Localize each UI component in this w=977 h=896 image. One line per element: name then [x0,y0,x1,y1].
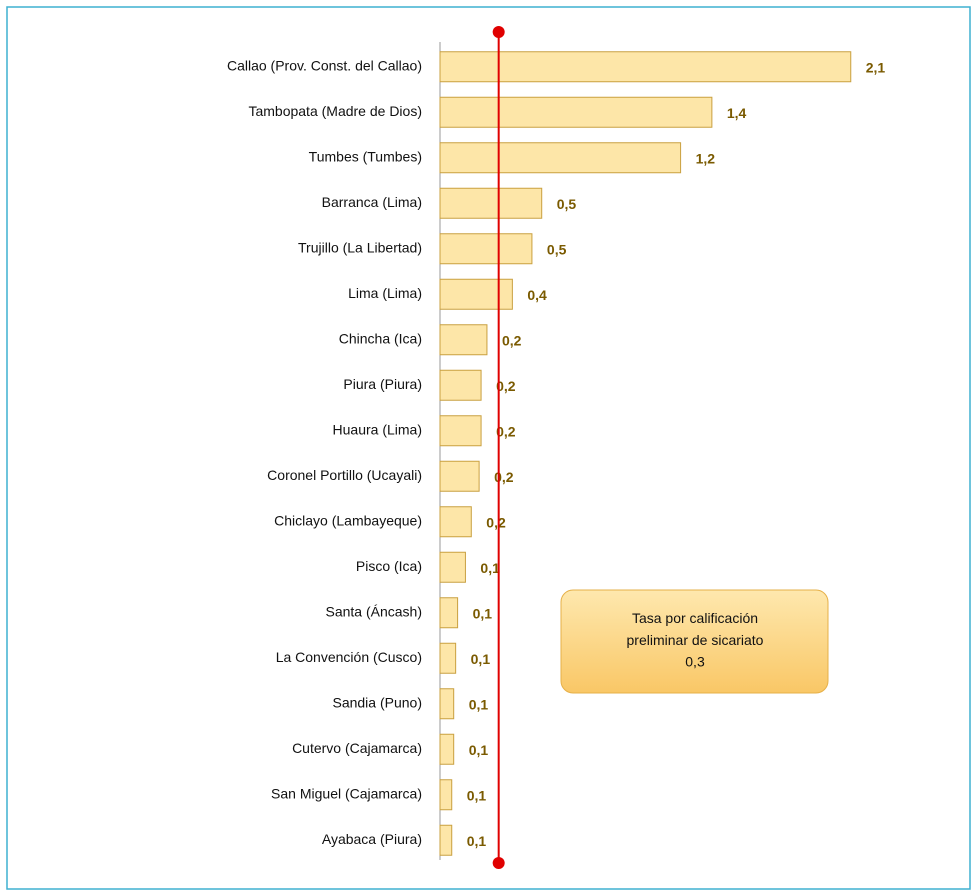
category-label: Lima (Lima) [348,285,422,301]
category-label: Huaura (Lima) [333,421,422,437]
bar [439,506,472,538]
value-label: 0,1 [471,651,491,667]
value-label: 0,2 [502,332,522,348]
bar [439,733,455,765]
value-label: 0,1 [480,560,500,576]
bar [439,415,482,447]
bar [439,551,466,583]
category-label: Chiclayo (Lambayeque) [274,512,422,528]
bar [439,324,488,356]
category-label: Trujillo (La Libertad) [298,239,422,255]
bar [439,233,533,265]
category-label: Callao (Prov. Const. del Callao) [227,57,422,73]
frame [6,6,971,890]
bar [439,779,453,811]
value-label: 2,1 [866,59,886,75]
category-label: La Convención (Cusco) [276,649,422,665]
value-label: 0,1 [467,787,487,803]
bar [439,824,453,856]
reference-dot [492,26,505,38]
value-label: 0,2 [496,423,516,439]
category-label: Sandia (Puno) [332,694,422,710]
value-label: 0,1 [473,605,493,621]
value-label: 0,1 [467,833,487,849]
annotation-box [560,589,829,694]
annotation-value: 0,3 [685,654,705,670]
category-label: Barranca (Lima) [322,194,422,210]
category-label: San Miguel (Cajamarca) [271,785,422,801]
reference-dot [492,857,505,869]
bar [439,369,482,401]
value-label: 0,5 [557,196,577,212]
category-label: Pisco (Ica) [356,558,422,574]
bar [439,597,459,629]
annotation-line: preliminar de sicariato [627,632,764,648]
value-label: 1,2 [696,150,716,166]
bar [439,278,513,310]
value-label: 0,2 [496,378,516,394]
category-label: Chincha (Ica) [339,330,422,346]
bar [439,460,480,492]
bar [439,142,682,174]
bar [439,187,543,219]
value-label: 1,4 [727,105,747,121]
value-label: 0,2 [486,514,506,530]
bar [439,51,852,83]
bar [439,642,457,674]
category-label: Coronel Portillo (Ucayali) [267,467,422,483]
category-label: Cutervo (Cajamarca) [292,740,422,756]
value-label: 0,1 [469,696,489,712]
category-label: Piura (Piura) [343,376,422,392]
annotation-line: Tasa por calificación [632,610,758,626]
value-label: 0,5 [547,241,567,257]
category-label: Santa (Áncash) [326,603,423,619]
category-label: Tumbes (Tumbes) [309,148,422,164]
category-label: Tambopata (Madre de Dios) [248,103,422,119]
bar [439,688,455,720]
value-label: 0,4 [527,287,547,303]
value-label: 0,1 [469,742,489,758]
value-label: 0,2 [494,469,514,485]
annotation-text: Tasa por calificación preliminar de sicar… [627,610,764,648]
category-label: Ayabaca (Piura) [322,831,422,847]
bar [439,96,713,128]
